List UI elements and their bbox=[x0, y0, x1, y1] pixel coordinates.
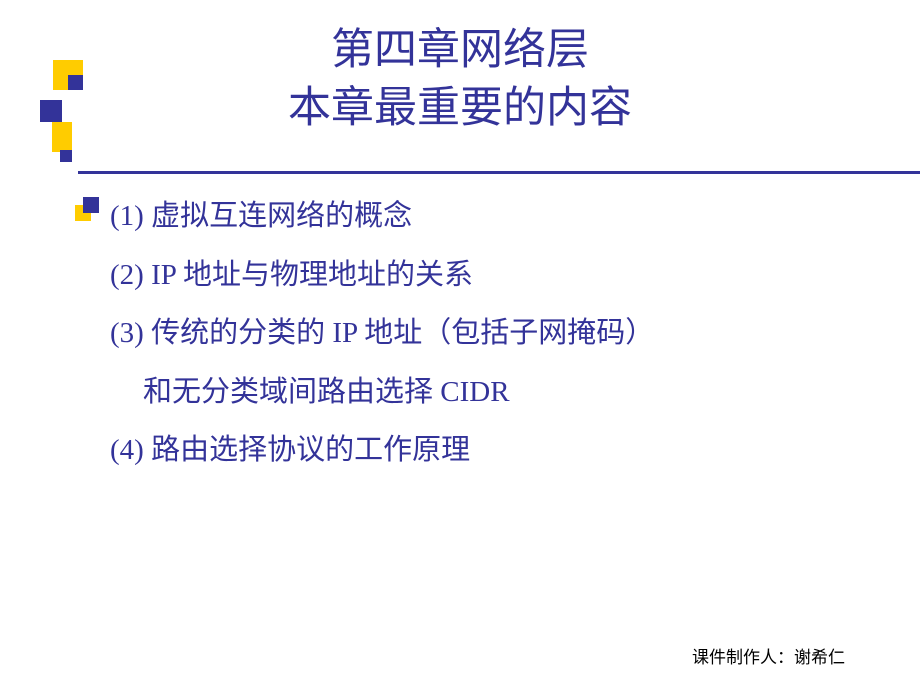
list-item: (4) 路由选择协议的工作原理 bbox=[110, 422, 860, 479]
item-continuation-text: 和无分类域间路由选择 CIDR bbox=[143, 376, 510, 408]
content-list: (1) 虚拟互连网络的概念 (2) IP 地址与物理地址的关系 (3) 传统的分… bbox=[110, 188, 860, 479]
item-text: 传统的分类的 IP 地址（包括子网掩码） bbox=[151, 317, 654, 349]
item-number: (4) bbox=[110, 434, 144, 466]
list-item-continuation: 和无分类域间路由选择 CIDR bbox=[110, 364, 860, 421]
list-item: (3) 传统的分类的 IP 地址（包括子网掩码） bbox=[110, 305, 860, 362]
slide-title: 第四章网络层 本章最重要的内容 bbox=[0, 0, 920, 138]
footer-credit: 课件制作人：谢希仁 bbox=[692, 643, 845, 668]
item-text: IP 地址与物理地址的关系 bbox=[151, 259, 473, 291]
item-number: (3) bbox=[110, 317, 144, 349]
item-text: 路由选择协议的工作原理 bbox=[151, 434, 470, 466]
item-number: (1) bbox=[110, 200, 144, 232]
item-number: (2) bbox=[110, 259, 144, 291]
list-item: (1) 虚拟互连网络的概念 bbox=[110, 188, 860, 245]
bullet-decoration-icon bbox=[75, 205, 91, 221]
title-line-2: 本章最重要的内容 bbox=[0, 80, 920, 138]
list-item: (2) IP 地址与物理地址的关系 bbox=[110, 247, 860, 304]
title-line-1: 第四章网络层 bbox=[0, 22, 920, 80]
title-decoration bbox=[38, 60, 85, 185]
item-text: 虚拟互连网络的概念 bbox=[151, 200, 412, 232]
